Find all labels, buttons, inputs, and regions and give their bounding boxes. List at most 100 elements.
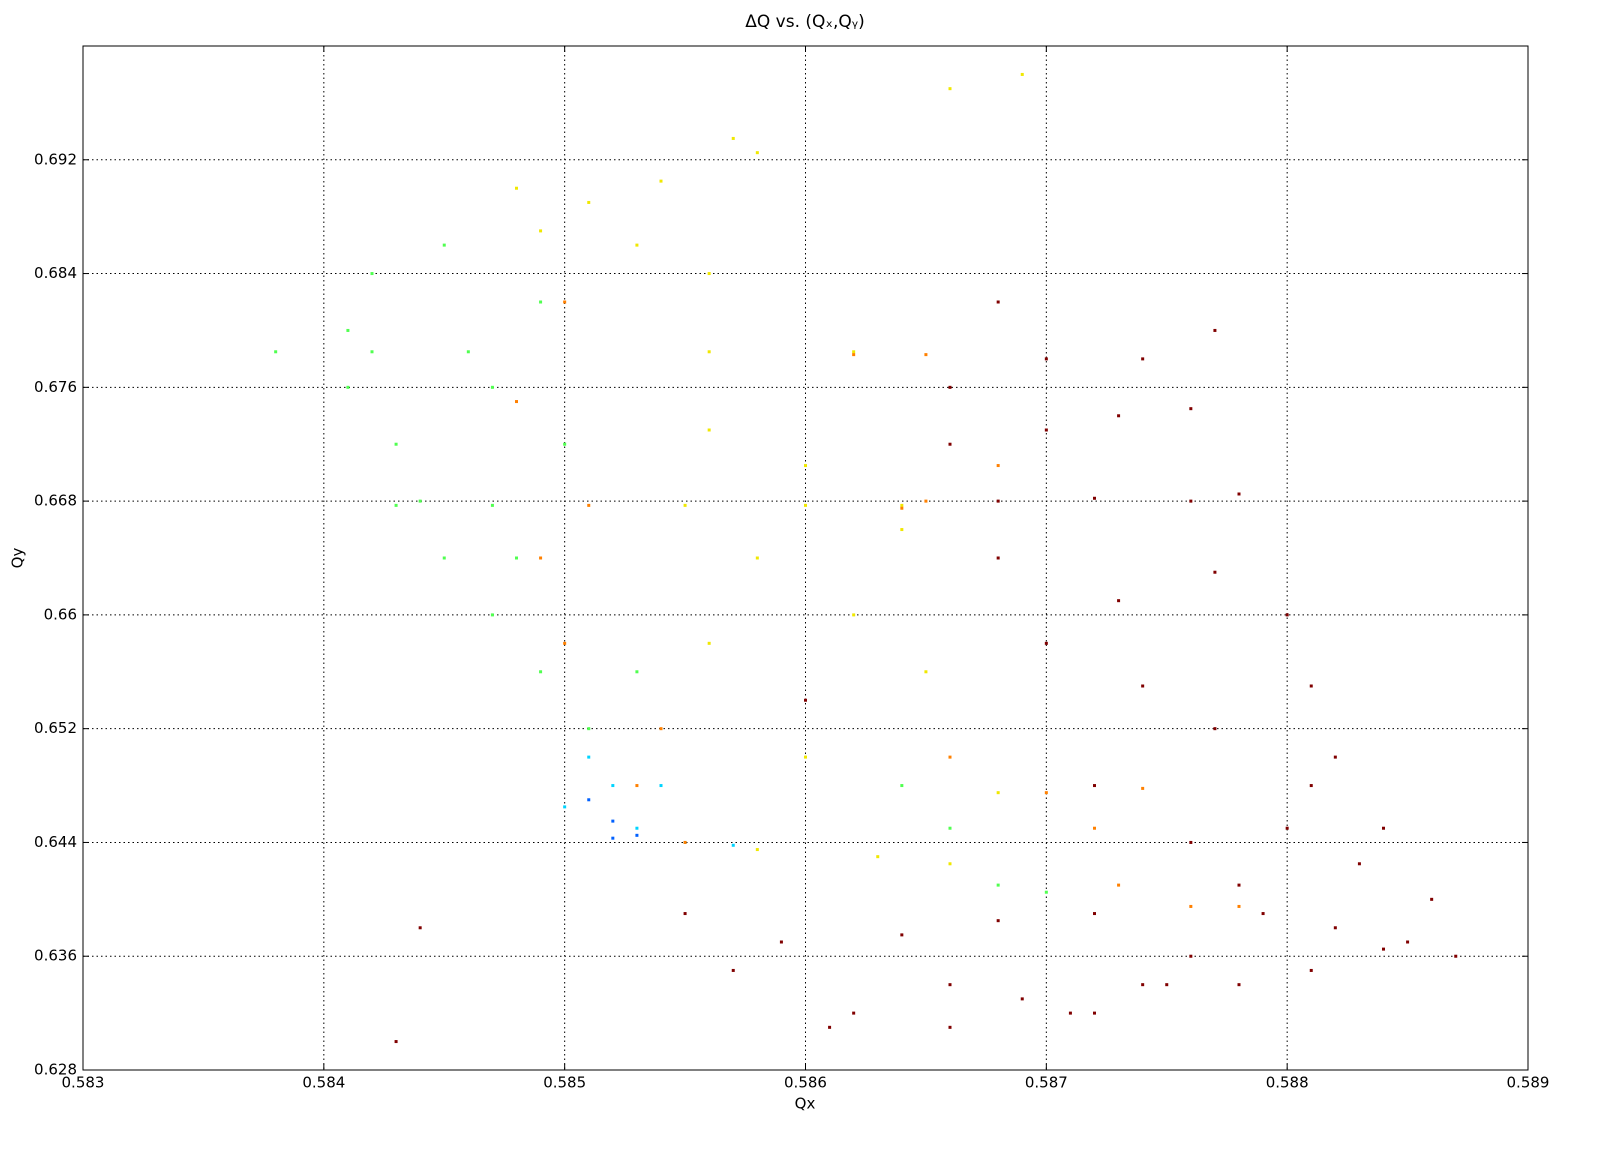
point: [779, 940, 783, 944]
point: [490, 385, 494, 389]
point: [1309, 784, 1313, 788]
point: [996, 464, 1000, 468]
point: [635, 833, 639, 837]
point: [1213, 727, 1217, 731]
point: [563, 805, 567, 809]
point: [852, 350, 856, 354]
point: [539, 229, 543, 233]
point: [924, 670, 928, 674]
point: [900, 503, 904, 507]
point: [755, 151, 759, 155]
point: [1333, 926, 1337, 930]
point: [1430, 897, 1434, 901]
point: [1165, 983, 1169, 987]
y-axis-label: Qy: [9, 548, 27, 569]
point: [274, 350, 278, 354]
point: [1454, 954, 1458, 958]
point: [394, 503, 398, 507]
point: [996, 300, 1000, 304]
point: [1093, 496, 1096, 500]
y-tick-label: 0.684: [34, 264, 77, 282]
point: [587, 503, 591, 507]
point: [587, 200, 591, 204]
point: [900, 506, 904, 510]
x-tick-label: 0.589: [1507, 1074, 1550, 1092]
point: [1189, 904, 1193, 908]
point: [1117, 414, 1121, 418]
point: [1044, 791, 1048, 795]
point: [466, 350, 470, 354]
point: [587, 755, 591, 759]
point: [659, 727, 663, 731]
point: [996, 791, 1000, 795]
point: [948, 385, 952, 389]
point: [346, 328, 350, 332]
point: [1117, 599, 1121, 603]
point: [611, 819, 615, 823]
point: [563, 300, 567, 304]
x-tick-label: 0.584: [302, 1074, 345, 1092]
point: [539, 556, 543, 560]
point: [1382, 826, 1385, 830]
point: [611, 784, 615, 788]
point: [394, 442, 398, 446]
point: [490, 503, 494, 507]
point: [394, 1040, 398, 1044]
point: [635, 243, 639, 247]
point: [996, 919, 1000, 923]
point: [683, 840, 687, 844]
point: [948, 862, 952, 866]
y-tick-label: 0.668: [34, 492, 77, 510]
point: [346, 385, 350, 389]
point: [707, 272, 711, 276]
point: [635, 826, 639, 830]
point: [1093, 826, 1096, 830]
point: [1093, 912, 1096, 916]
x-tick-label: 0.588: [1266, 1074, 1309, 1092]
point: [515, 556, 518, 560]
point: [852, 1011, 856, 1015]
point: [707, 428, 711, 432]
point: [1237, 983, 1241, 987]
y-tick-label: 0.692: [34, 150, 77, 168]
y-tick-label: 0.66: [44, 605, 77, 623]
point: [683, 912, 687, 916]
point: [804, 755, 807, 759]
point: [587, 798, 591, 802]
point: [996, 556, 1000, 560]
point: [563, 442, 567, 446]
point: [996, 883, 1000, 887]
point: [1020, 997, 1024, 1001]
y-tick-label: 0.676: [34, 378, 77, 396]
point: [1213, 570, 1217, 574]
point: [1261, 912, 1265, 916]
point: [1213, 328, 1217, 332]
point: [683, 503, 687, 507]
point: [948, 442, 952, 446]
point: [539, 670, 543, 674]
point: [1285, 826, 1289, 830]
point: [731, 136, 735, 140]
point: [563, 641, 567, 645]
point: [948, 983, 952, 987]
point: [1382, 947, 1385, 951]
point: [1309, 684, 1313, 688]
point: [948, 755, 952, 759]
point: [804, 464, 807, 468]
point: [731, 968, 735, 972]
point: [828, 1025, 832, 1029]
point: [1309, 968, 1313, 972]
point: [804, 503, 807, 507]
point: [539, 300, 543, 304]
point: [1117, 883, 1121, 887]
point: [1237, 883, 1241, 887]
point: [1020, 72, 1024, 76]
x-axis-label: Qx: [795, 1095, 816, 1113]
point: [1237, 492, 1241, 496]
point: [948, 87, 952, 91]
point: [370, 350, 374, 354]
point: [924, 499, 928, 503]
point: [876, 855, 880, 859]
point: [755, 556, 759, 560]
